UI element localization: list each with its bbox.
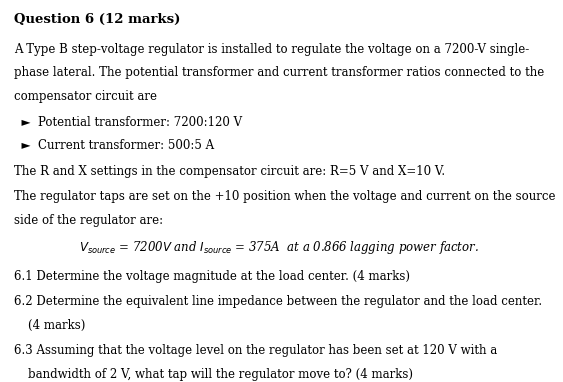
Text: A Type B step-voltage regulator is installed to regulate the voltage on a 7200-V: A Type B step-voltage regulator is insta…: [14, 43, 529, 56]
Text: The R and X settings in the compensator circuit are: R=5 V and X=10 V.: The R and X settings in the compensator …: [14, 165, 445, 178]
Text: Question 6 (12 marks): Question 6 (12 marks): [14, 13, 181, 26]
Text: bandwidth of 2 V, what tap will the regulator move to? (4 marks): bandwidth of 2 V, what tap will the regu…: [28, 368, 413, 381]
Text: side of the regulator are:: side of the regulator are:: [14, 214, 163, 227]
Text: ►  Potential transformer: 7200:120 V: ► Potential transformer: 7200:120 V: [14, 115, 242, 129]
Text: ►  Current transformer: 500:5 A: ► Current transformer: 500:5 A: [14, 139, 214, 152]
Text: (4 marks): (4 marks): [28, 319, 86, 332]
Text: compensator circuit are: compensator circuit are: [14, 90, 157, 103]
Text: phase lateral. The potential transformer and current transformer ratios connecte: phase lateral. The potential transformer…: [14, 66, 544, 79]
Text: 6.2 Determine the equivalent line impedance between the regulator and the load c: 6.2 Determine the equivalent line impeda…: [14, 295, 542, 308]
Text: $V_{source}$ = 7200$V$ and $I_{source}$ = 375A  at a 0.866 lagging power factor.: $V_{source}$ = 7200$V$ and $I_{source}$ …: [79, 239, 479, 256]
Text: 6.3 Assuming that the voltage level on the regulator has been set at 120 V with : 6.3 Assuming that the voltage level on t…: [14, 344, 497, 357]
Text: The regulator taps are set on the +10 position when the voltage and current on t: The regulator taps are set on the +10 po…: [14, 190, 556, 203]
Text: 6.1 Determine the voltage magnitude at the load center. (4 marks): 6.1 Determine the voltage magnitude at t…: [14, 270, 410, 283]
